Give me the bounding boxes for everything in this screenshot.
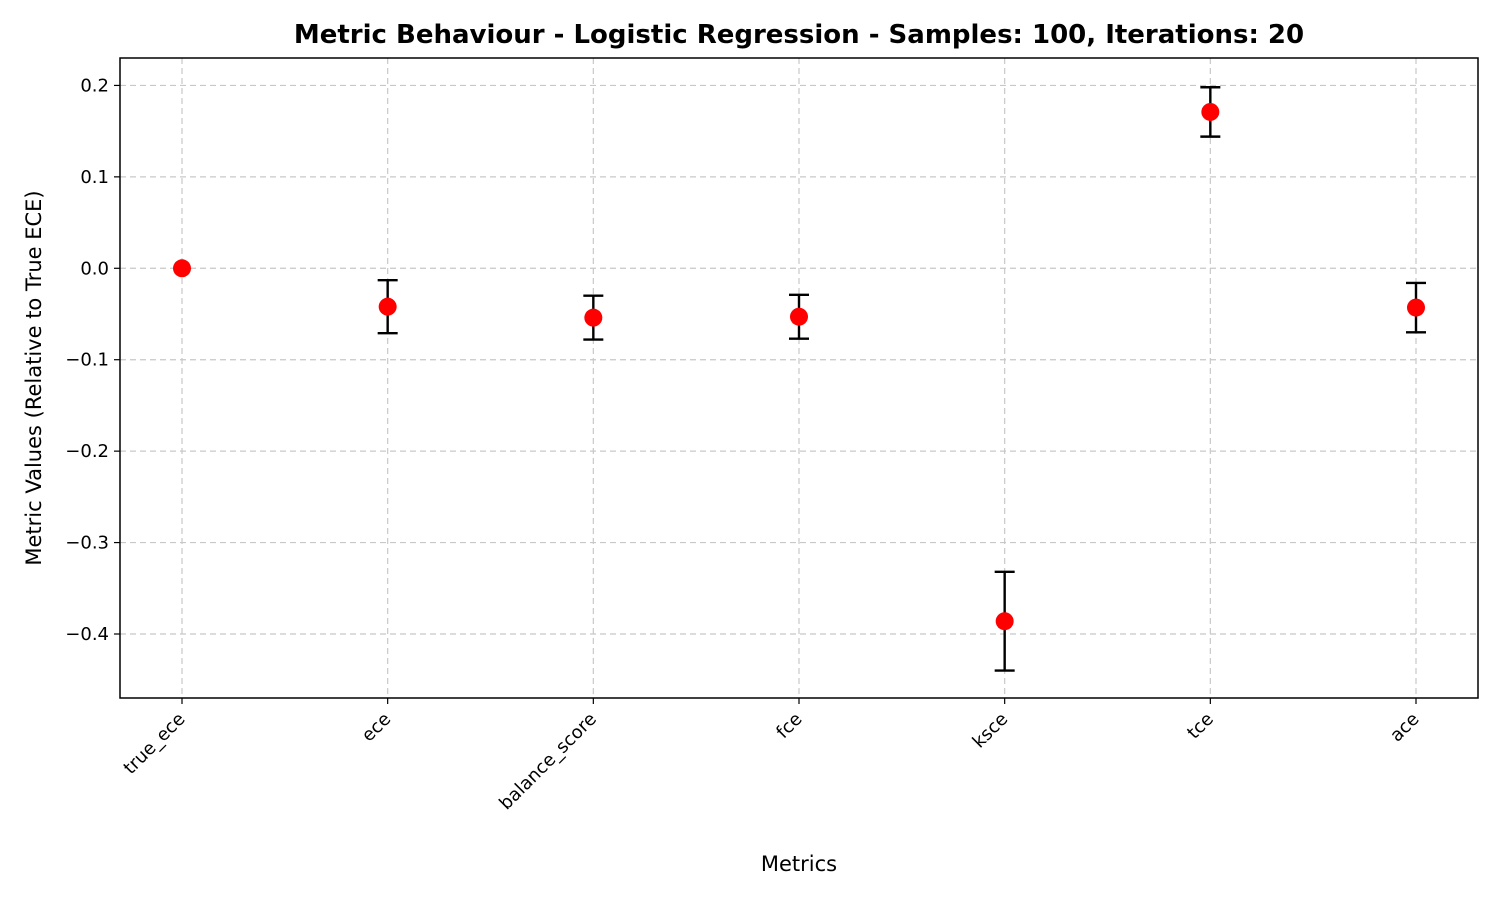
data-points — [173, 102, 1425, 631]
plot-frame — [119, 57, 1479, 699]
data-point — [790, 307, 808, 326]
data-point — [1407, 298, 1425, 317]
data-point — [173, 259, 191, 278]
data-point — [378, 297, 397, 316]
y-tick-label: 0.2 — [80, 75, 109, 96]
y-axis-label: Metric Values (Relative to True ECE) — [22, 190, 46, 565]
y-tick-label: −0.1 — [65, 350, 109, 371]
chart-title: Metric Behaviour - Logistic Regression -… — [294, 20, 1304, 50]
data-point — [584, 308, 603, 327]
y-tick-label: −0.2 — [65, 441, 109, 462]
y-tick-label: −0.4 — [65, 624, 109, 645]
data-point — [1201, 102, 1220, 121]
y-tick-label: −0.3 — [65, 533, 109, 554]
y-tick-label: 0.0 — [80, 258, 109, 279]
data-point — [995, 612, 1014, 631]
y-tick-label: 0.1 — [80, 167, 109, 188]
x-axis-label: Metrics — [761, 852, 837, 876]
